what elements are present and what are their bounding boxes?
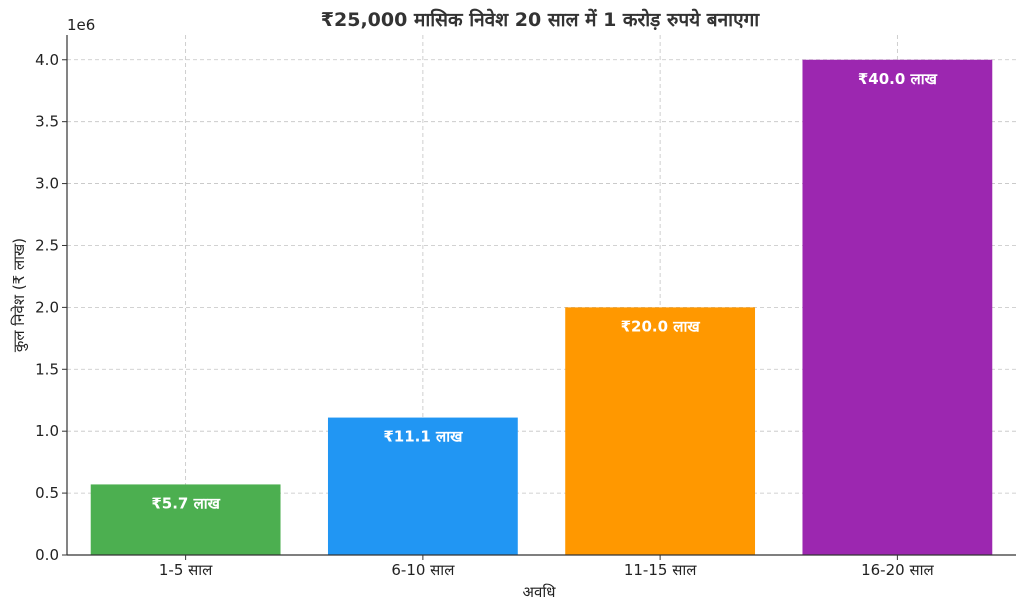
bar-data-label: ₹40.0 लाख [858,70,938,88]
bar-4 [802,59,993,556]
y-tick-label: 1.0 [35,422,59,440]
bar-3 [565,307,756,555]
x-tick-label: 1-5 साल [159,561,213,579]
bar-data-labels: ₹5.7 लाख ₹11.1 लाख ₹20.0 लाख ₹40.0 लाख [151,70,937,513]
y-tick-label: 1.5 [35,360,59,378]
y-tick-label: 3.0 [35,175,59,193]
chart-title: ₹25,000 मासिक निवेश 20 साल में 1 करोड़ र… [321,8,760,31]
y-axis-offset-label: 1e6 [67,16,95,34]
x-tick-label: 11-15 साल [624,561,697,579]
y-tick-label: 3.5 [35,113,59,131]
bars [90,59,993,556]
x-tick-label: 16-20 साल [861,561,934,579]
bar-1 [90,484,281,555]
y-axis-ticks: 0.0 0.5 1.0 1.5 2.0 2.5 3.0 3.5 4.0 [35,51,67,564]
bar-data-label: ₹5.7 लाख [151,494,220,512]
y-tick-label: 2.5 [35,236,59,254]
x-tick-label: 6-10 साल [391,561,455,579]
bar-data-label: ₹20.0 लाख [621,317,701,335]
y-tick-label: 0.5 [35,484,59,502]
bar-data-label: ₹11.1 लाख [383,428,463,446]
y-tick-label: 2.0 [35,298,59,316]
x-axis-ticks: 1-5 साल 6-10 साल 11-15 साल 16-20 साल [159,555,934,579]
bar-2 [327,417,518,555]
y-tick-label: 0.0 [35,546,59,564]
y-axis-label: कुल निवेश (₹ लाख) [10,238,29,352]
x-axis-label: अवधि [523,583,557,601]
y-tick-label: 4.0 [35,51,59,69]
